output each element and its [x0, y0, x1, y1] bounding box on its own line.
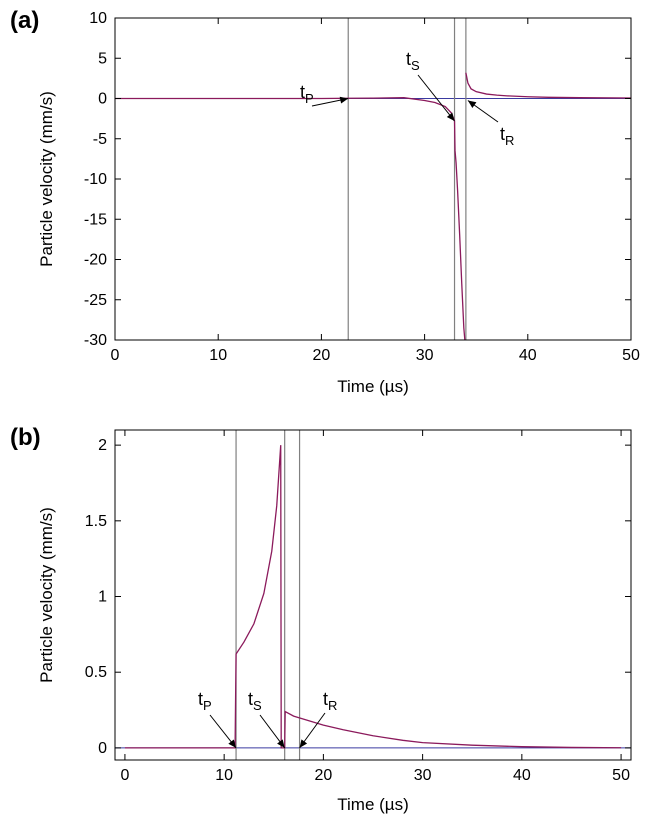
x-tick-label: 20: [314, 767, 332, 784]
annotation-arrowhead: [467, 100, 477, 108]
velocity-curve-0: [115, 97, 466, 340]
x-axis-label: Time (µs): [337, 795, 409, 814]
x-tick-label: 10: [215, 767, 233, 784]
x-tick-label: 40: [519, 347, 537, 364]
panel-label: (a): [10, 7, 39, 34]
y-tick-label: 1.5: [85, 513, 107, 530]
annotation-ts: tS: [406, 49, 420, 73]
annotation-tp: tP: [198, 689, 212, 713]
y-tick-label: -5: [93, 131, 107, 148]
y-axis-label: Particle velocity (mm/s): [37, 91, 56, 267]
annotation-tr: tR: [500, 124, 514, 148]
x-tick-label: 10: [209, 347, 227, 364]
x-tick-label: 50: [612, 767, 630, 784]
chart-panel-b: (b) 0 10 20 30 40 50 2 1.5 1 0.5 0 Time (µs) Particle…: [10, 424, 632, 814]
y-tick-label: 0.5: [85, 664, 107, 681]
velocity-curve-0: [124, 445, 622, 749]
annotation-arrowhead: [446, 112, 455, 122]
y-tick-label: -15: [84, 211, 107, 228]
x-tick-label: 50: [622, 347, 640, 364]
y-tick-label: 1: [98, 589, 107, 606]
x-axis-label: Time (µs): [337, 377, 409, 396]
x-tick-label: 40: [513, 767, 531, 784]
x-tick-label: 0: [111, 347, 120, 364]
y-tick-label: 10: [89, 10, 107, 27]
velocity-curve-1: [465, 72, 631, 99]
panel-label: (b): [10, 424, 41, 451]
x-tick-label: 0: [120, 767, 129, 784]
plot-frame: [114, 429, 632, 761]
y-tick-label: -20: [84, 252, 107, 269]
y-tick-label: -30: [84, 332, 107, 349]
y-tick-label: 0: [98, 740, 107, 757]
y-tick-label: -10: [84, 171, 107, 188]
annotation-arrow: [417, 74, 455, 122]
annotation-ts: tS: [248, 689, 262, 713]
annotation-arrowhead: [277, 739, 285, 748]
y-tick-label: 0: [98, 91, 107, 108]
y-tick-label: -25: [84, 292, 107, 309]
y-tick-label: 5: [98, 50, 107, 67]
x-tick-label: 30: [414, 767, 432, 784]
y-tick-label: 2: [98, 437, 107, 454]
x-tick-label: 20: [313, 347, 331, 364]
annotation-tp: tP: [300, 82, 314, 106]
annotation-arrowhead: [228, 739, 237, 748]
annotation-arrowhead: [339, 96, 349, 104]
annotation-arrowhead: [299, 739, 308, 748]
plot-frame: [114, 17, 632, 341]
annotation-tr: tR: [323, 689, 337, 713]
chart-panel-a: (a)0 10 20 30 40 501050-5-10-15-20-25-30Time …: [10, 7, 640, 396]
y-axis-label: Particle velocity (mm/s): [37, 507, 56, 683]
x-tick-label: 30: [416, 347, 434, 364]
